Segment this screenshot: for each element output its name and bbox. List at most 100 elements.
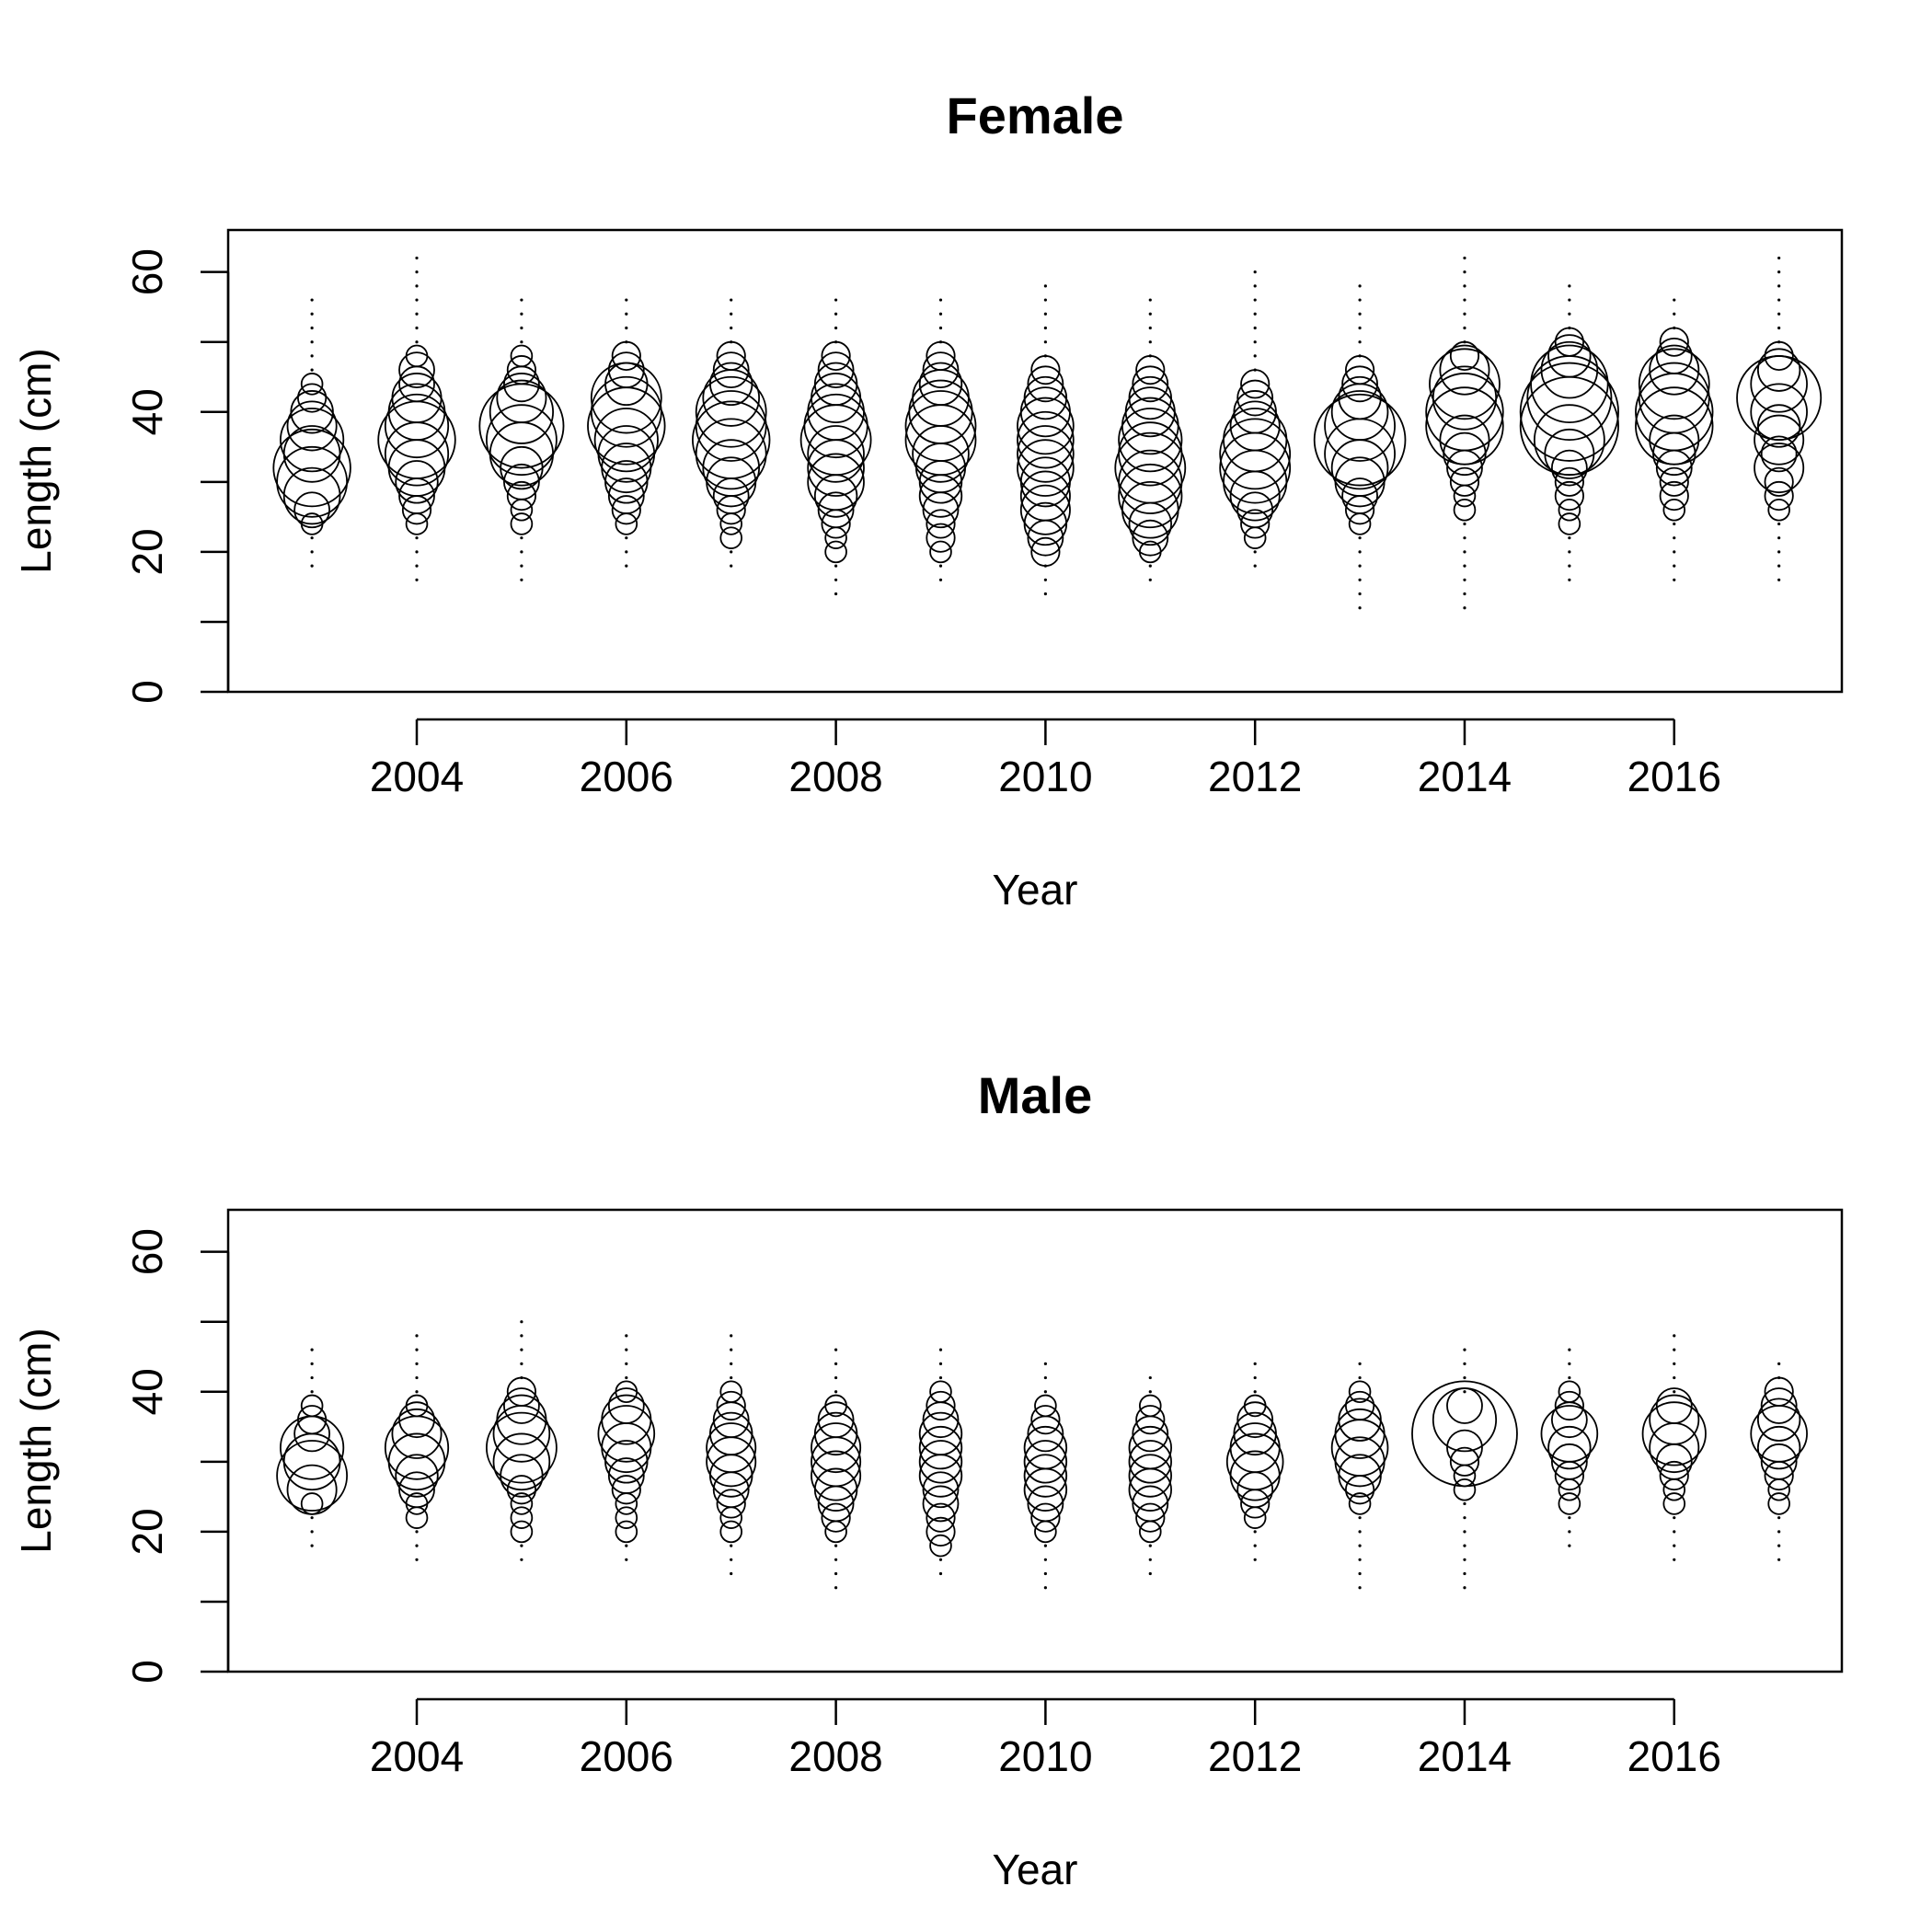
bubble-point xyxy=(1463,606,1466,610)
bubble-point xyxy=(1519,362,1619,462)
bubble-point xyxy=(1043,326,1047,330)
bubble-point xyxy=(310,1375,314,1380)
bubble-point xyxy=(395,1454,439,1498)
bubble-point xyxy=(811,1450,862,1501)
bubble-point xyxy=(1756,1425,1801,1470)
bubble-point xyxy=(1118,449,1183,514)
bubble-point xyxy=(712,351,750,389)
bubble-point xyxy=(730,1544,733,1547)
bubble-point xyxy=(615,1520,638,1544)
bubble-point xyxy=(1043,1571,1047,1576)
bubble-point xyxy=(310,1544,314,1547)
bubble-point xyxy=(503,1387,540,1424)
bubble-point xyxy=(1425,373,1504,452)
bubble-point xyxy=(695,390,767,462)
bubble-point xyxy=(1334,1436,1386,1488)
bubble-point xyxy=(1635,386,1714,466)
bubble-point xyxy=(1568,564,1571,568)
y-tick-label: 40 xyxy=(123,388,171,435)
bubble-point xyxy=(824,1520,847,1544)
bubble-point xyxy=(611,495,641,525)
bubble-point xyxy=(1358,312,1362,316)
bubble-point xyxy=(1219,418,1292,490)
bubble-point xyxy=(520,578,523,581)
bubble-point xyxy=(834,1390,838,1394)
bubble-point xyxy=(1240,509,1271,539)
bubble-point xyxy=(597,425,656,483)
bubble-point xyxy=(1673,1558,1676,1561)
bubble-point xyxy=(1358,340,1362,344)
bubble-point xyxy=(415,312,419,316)
bubble-point xyxy=(489,421,555,487)
bubble-point xyxy=(310,1516,314,1520)
bubble-point xyxy=(1777,1530,1781,1534)
bubble-point xyxy=(415,1348,419,1351)
bubble-point xyxy=(929,540,952,564)
bubble-point xyxy=(695,418,767,490)
bubble-point xyxy=(415,536,419,540)
bubble-point xyxy=(1358,298,1362,302)
bubble-point xyxy=(1673,1530,1676,1534)
bubble-point xyxy=(282,466,341,525)
bubble-point xyxy=(813,1411,858,1456)
x-tick-label: 2014 xyxy=(1418,753,1512,800)
bubble-point xyxy=(520,312,523,316)
bubble-point xyxy=(415,1544,419,1547)
x-tick-label: 2004 xyxy=(370,1732,464,1780)
bubble-point xyxy=(834,312,838,316)
bubble-point xyxy=(1023,1440,1068,1484)
bubble-point xyxy=(1128,1454,1172,1498)
bubble-point xyxy=(1568,312,1571,316)
bubble-point xyxy=(1118,408,1183,473)
bubble-point xyxy=(730,1571,733,1576)
bubble-point xyxy=(415,284,419,288)
bubble-point xyxy=(1132,519,1169,557)
plot-frame xyxy=(226,1208,1844,1673)
bubble-point xyxy=(1767,498,1790,522)
bubble-point xyxy=(1673,1362,1676,1365)
bubble-point xyxy=(1229,1422,1281,1474)
bubble-point xyxy=(1568,284,1571,288)
bubble-point xyxy=(1777,578,1781,581)
bubble-point xyxy=(391,1408,443,1459)
bubble-point xyxy=(611,340,641,372)
bubble-point xyxy=(730,1362,733,1365)
bubble-point xyxy=(1243,526,1267,549)
bubble-point xyxy=(1236,379,1274,417)
bubble-point xyxy=(615,1492,638,1515)
bubble-point xyxy=(1034,1520,1057,1544)
bubble-point xyxy=(926,1502,956,1533)
bubble-point xyxy=(282,1432,341,1491)
bubble-point xyxy=(1253,298,1257,302)
bubble-point xyxy=(1638,348,1710,420)
bubble-point xyxy=(1568,1348,1571,1351)
bubble-point xyxy=(1673,1348,1676,1351)
bubble-point xyxy=(1463,1586,1466,1590)
bubble-point xyxy=(1558,498,1581,522)
bubble-point xyxy=(1253,550,1257,554)
bubble-point xyxy=(1568,1362,1571,1365)
bubble-point xyxy=(719,1520,743,1544)
x-tick-label: 2004 xyxy=(370,753,464,800)
bubble-point xyxy=(922,1401,960,1439)
bubble-point xyxy=(593,408,659,473)
bubble-point xyxy=(1767,1492,1790,1515)
bubble-point xyxy=(1043,1390,1047,1394)
x-tick-label: 2016 xyxy=(1627,753,1721,800)
bubble-point xyxy=(405,1394,429,1418)
bubble-point xyxy=(1017,425,1075,483)
bubble-point xyxy=(1463,592,1466,596)
bubble-point xyxy=(1756,348,1801,392)
bubble-point xyxy=(486,404,558,477)
bubble-point xyxy=(938,298,943,302)
bubble-point xyxy=(1558,1478,1581,1501)
bubble-point xyxy=(415,1362,419,1365)
bubble-point xyxy=(272,428,351,508)
bubble-point xyxy=(625,312,628,316)
bubble-point xyxy=(834,1586,838,1590)
bubble-point xyxy=(811,1422,862,1474)
bubble-point xyxy=(1240,1489,1271,1519)
bubble-point xyxy=(1027,519,1064,557)
y-tick-label: 0 xyxy=(123,680,171,704)
bubble-point xyxy=(1027,365,1064,403)
